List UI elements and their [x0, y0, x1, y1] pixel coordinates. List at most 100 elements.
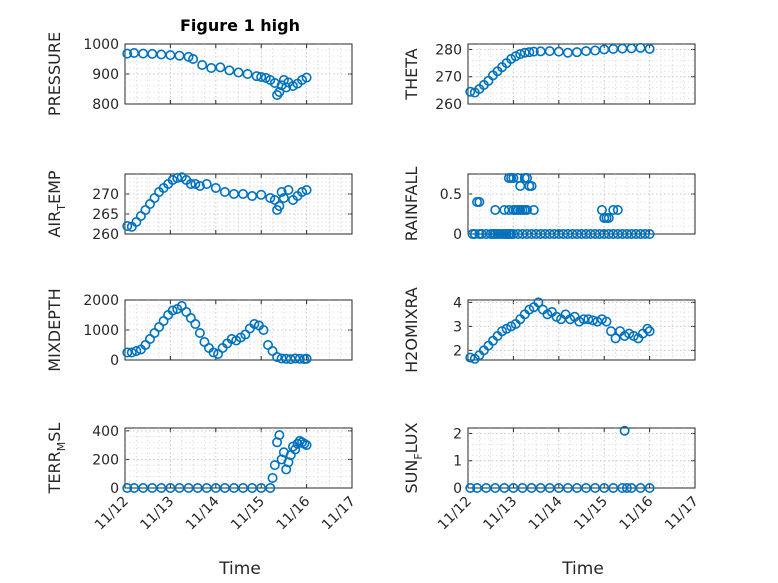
- data-point: [281, 82, 292, 93]
- data-point: [297, 187, 308, 198]
- y-tick-label: 4: [453, 295, 462, 311]
- data-point: [301, 72, 312, 83]
- y-axis-label: AIRTEMP: [45, 170, 68, 237]
- data-point: [619, 425, 630, 436]
- data-point: [603, 213, 614, 224]
- data-point: [274, 87, 285, 98]
- data-point: [294, 353, 305, 364]
- data-point: [571, 47, 582, 58]
- y-tick-label: 0: [110, 353, 119, 369]
- y-tick-label: 800: [92, 97, 119, 113]
- data-point: [274, 201, 285, 212]
- y-tick-label: 270: [435, 70, 462, 86]
- y-tick-label: 2000: [83, 293, 119, 309]
- data-point: [131, 345, 142, 356]
- data-point: [301, 440, 312, 451]
- y-axis-label: TERRMSL: [45, 423, 68, 495]
- data-point: [256, 72, 267, 83]
- y-tick-label: 0: [453, 227, 462, 243]
- data-point: [174, 50, 185, 61]
- subplot-mixdepth: 0 1000 2000 MIXDEPTH: [45, 288, 353, 372]
- data-point: [256, 189, 267, 200]
- x-tick-label: 11/13: [137, 494, 177, 534]
- y-tick-label: 260: [435, 97, 462, 113]
- data-point: [608, 205, 619, 216]
- x-tick-label: 11/16: [617, 493, 657, 533]
- x-tick-label: 11/15: [571, 494, 611, 534]
- x-tick-label: 11/17: [319, 494, 359, 534]
- x-tick-label: 11/14: [183, 493, 223, 533]
- y-tick-label: 260: [92, 227, 119, 243]
- data-point: [219, 187, 230, 198]
- x-tick-label: 11/13: [480, 494, 520, 534]
- y-axis-label: THETA: [402, 48, 421, 100]
- y-tick-label: 265: [92, 207, 119, 223]
- data-point: [190, 318, 201, 329]
- data-point: [260, 72, 271, 83]
- y-tick-label: 1000: [83, 323, 119, 339]
- data-point: [612, 205, 623, 216]
- data-point: [533, 297, 544, 308]
- y-axis-label: SUNFLUX: [402, 422, 425, 493]
- data-point: [524, 47, 535, 58]
- data-point: [194, 181, 205, 192]
- x-tick-label: 11/14: [526, 493, 566, 533]
- data-point: [258, 324, 269, 335]
- data-point: [188, 53, 199, 64]
- data-point: [265, 482, 276, 493]
- data-point: [301, 353, 312, 364]
- data-point: [278, 193, 289, 204]
- data-point: [465, 86, 476, 97]
- data-point: [283, 185, 294, 196]
- data-point: [265, 193, 276, 204]
- y-tick-label: 1000: [83, 37, 119, 53]
- data-point: [635, 42, 646, 53]
- data-point: [274, 430, 285, 441]
- data-point: [644, 482, 655, 493]
- data-point: [208, 347, 219, 358]
- data-point: [469, 229, 480, 240]
- data-point: [578, 314, 589, 325]
- data-point: [528, 205, 539, 216]
- x-tick-label: 11/15: [228, 494, 268, 534]
- y-tick-label: 2: [453, 343, 462, 359]
- y-tick-label: 280: [435, 42, 462, 58]
- data-point: [522, 205, 533, 216]
- data-point: [190, 179, 201, 190]
- data-point: [226, 333, 237, 344]
- data-point: [292, 438, 303, 449]
- y-tick-label: 3: [453, 319, 462, 335]
- data-point: [224, 65, 235, 76]
- data-point: [172, 173, 183, 184]
- data-point: [167, 305, 178, 316]
- data-point: [553, 46, 564, 57]
- y-axis-label: MIXDEPTH: [45, 288, 64, 371]
- y-tick-label: 1: [453, 454, 462, 470]
- subplot-rainfall: 0 0.5 RAINFALL: [402, 167, 696, 243]
- data-point: [621, 482, 632, 493]
- data-point: [269, 78, 280, 89]
- data-point: [474, 197, 485, 208]
- data-point: [126, 347, 137, 358]
- data-point: [238, 189, 249, 200]
- data-point: [201, 179, 212, 190]
- y-tick-label: 0: [453, 481, 462, 497]
- subplot-theta: 260 270 280 THETA: [402, 42, 696, 113]
- data-point: [276, 187, 287, 198]
- data-point: [644, 326, 655, 337]
- data-point: [587, 315, 598, 326]
- x-axis-label-right: Time: [561, 559, 604, 579]
- data-point: [122, 482, 133, 493]
- data-point: [194, 327, 205, 338]
- data-point: [233, 67, 244, 78]
- data-point: [465, 482, 476, 493]
- data-point: [519, 47, 530, 58]
- data-point: [269, 460, 280, 471]
- y-tick-label: 270: [92, 187, 119, 203]
- y-tick-label: 900: [92, 67, 119, 83]
- x-tick-label: 11/16: [274, 493, 314, 533]
- data-point: [167, 175, 178, 186]
- data-point: [251, 71, 262, 82]
